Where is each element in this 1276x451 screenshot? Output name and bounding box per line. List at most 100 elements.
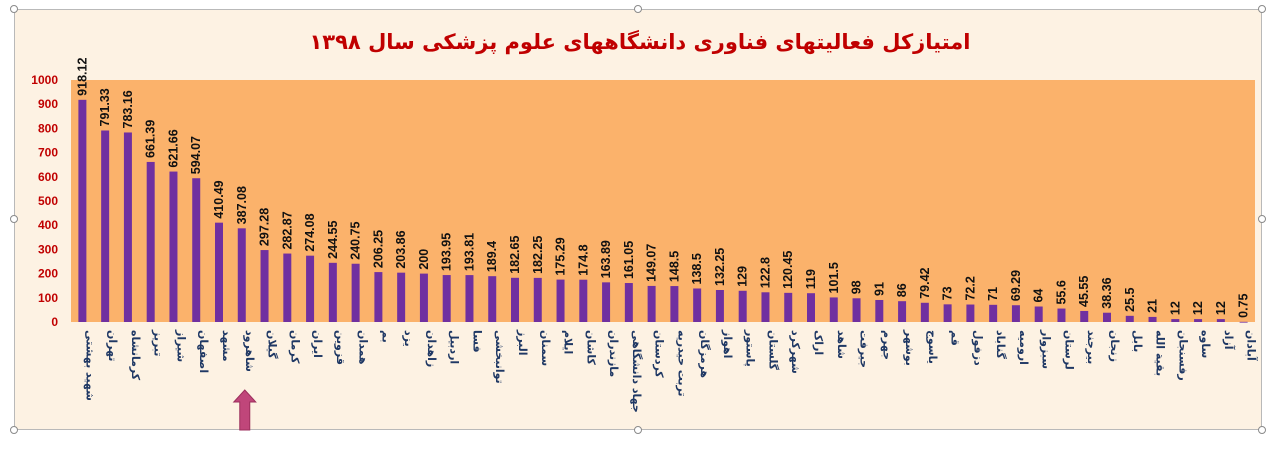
category-label: شاهد: [835, 330, 848, 359]
bar: [647, 285, 656, 322]
data-label: 174.8: [576, 244, 590, 275]
category-label: هرمزگان: [698, 330, 711, 378]
y-tick-label: 300: [38, 242, 58, 256]
bar: [966, 304, 975, 322]
data-label: 101.5: [827, 262, 841, 293]
bar: [1080, 310, 1089, 322]
bar: [1239, 321, 1248, 323]
category-label: کرمان: [288, 330, 301, 364]
category-label: یاسوج: [925, 330, 939, 364]
resize-handle-middle-right[interactable]: [1258, 215, 1266, 223]
bar: [192, 178, 201, 322]
category-label: گلستان: [766, 330, 779, 371]
data-label: 149.07: [645, 244, 659, 282]
data-label: 661.39: [144, 120, 158, 158]
data-label: 621.66: [166, 129, 180, 167]
resize-handle-top-right[interactable]: [1258, 5, 1266, 13]
data-label: 120.45: [781, 251, 795, 289]
data-label: 182.65: [508, 236, 522, 274]
data-label: 86: [895, 283, 909, 297]
annotation: [232, 389, 257, 431]
category-label: جیرفت: [858, 330, 871, 368]
category-label: البرز: [516, 329, 529, 356]
bar: [351, 263, 360, 322]
bar: [624, 283, 633, 322]
bar: [1034, 306, 1043, 322]
category-label: شیراز: [174, 329, 187, 362]
category-label: ساوه: [1199, 330, 1212, 358]
category-label: کرمانشاه: [129, 330, 142, 381]
y-tick-label: 900: [38, 97, 58, 111]
value-labels: 918.12 791.33 783.16 661.39 621.66 594.07 410.…: [75, 58, 1250, 318]
resize-handle-middle-left[interactable]: [10, 215, 18, 223]
bar: [989, 304, 998, 322]
data-label: 79.42: [918, 267, 932, 298]
bar: [442, 275, 451, 322]
category-label: کاشان: [584, 330, 597, 365]
y-tick-label: 600: [38, 170, 58, 184]
data-label: 193.81: [462, 233, 476, 271]
resize-handle-bottom-middle[interactable]: [634, 426, 642, 434]
category-labels: شهید بهشتی تهران کرمانشاه تبریز شیراز اصفهان م…: [83, 329, 1258, 413]
bar: [670, 286, 679, 322]
bar: [237, 228, 246, 322]
y-tick-label: 200: [38, 267, 58, 281]
bar: [943, 304, 952, 322]
category-label: تربت حیدریه: [675, 330, 688, 396]
data-label: 297.28: [258, 208, 272, 246]
data-label: 240.75: [349, 221, 363, 259]
data-label: 161.05: [622, 241, 636, 279]
resize-handle-top-middle[interactable]: [634, 5, 642, 13]
y-tick-label: 100: [38, 291, 58, 305]
bar: [898, 301, 907, 322]
bar: [1125, 315, 1134, 322]
category-label: اصفهان: [197, 330, 210, 373]
data-label: 73: [941, 286, 955, 300]
bar: [738, 290, 747, 322]
category-label: بقیة الله: [1154, 330, 1167, 376]
bar: [101, 130, 110, 322]
category-label: ایلام: [562, 330, 575, 354]
category-label: جهاد دانشگاهی: [630, 330, 643, 413]
category-label: جهرم: [880, 330, 893, 360]
y-axis: 0 100 200 300 400 500 600 700 800 900 1000: [31, 73, 58, 329]
category-label: زنجان: [1108, 330, 1121, 362]
bar: [169, 171, 178, 322]
category-label: توانبخشی: [493, 330, 506, 384]
bar: [556, 279, 565, 322]
data-label: 244.55: [326, 221, 340, 259]
bar: [533, 277, 542, 322]
category-label: اردبیل: [448, 330, 461, 364]
data-label: 410.49: [212, 180, 226, 218]
data-label: 203.86: [394, 230, 408, 268]
data-label: 148.5: [667, 251, 681, 282]
y-tick-label: 500: [38, 194, 58, 208]
bar: [488, 276, 497, 322]
category-label: آبادان: [1245, 330, 1259, 361]
bar: [875, 299, 884, 322]
category-label: تبریز: [152, 329, 165, 356]
bar: [306, 255, 315, 322]
resize-handle-bottom-right[interactable]: [1258, 426, 1266, 434]
category-label: پاستور: [744, 329, 757, 367]
category-label: گیلان: [266, 330, 279, 359]
data-label: 189.4: [485, 241, 499, 272]
resize-handle-bottom-left[interactable]: [10, 426, 18, 434]
category-label: همدان: [357, 330, 370, 365]
bar: [1057, 308, 1066, 322]
data-label: 45.55: [1077, 276, 1091, 307]
category-label: شاهرود: [243, 330, 256, 372]
category-label: کردستان: [653, 330, 666, 378]
y-tick-label: 400: [38, 218, 58, 232]
category-label: بوشهر: [903, 329, 916, 366]
y-tick-label: 700: [38, 146, 58, 160]
bar: [511, 277, 519, 322]
resize-handle-top-left[interactable]: [10, 5, 18, 13]
data-label: 38.36: [1100, 277, 1114, 308]
data-label: 21: [1146, 299, 1160, 313]
bar: [328, 262, 337, 322]
bar: [715, 289, 724, 322]
category-label: اهواز: [721, 329, 734, 358]
bar: [693, 288, 702, 322]
